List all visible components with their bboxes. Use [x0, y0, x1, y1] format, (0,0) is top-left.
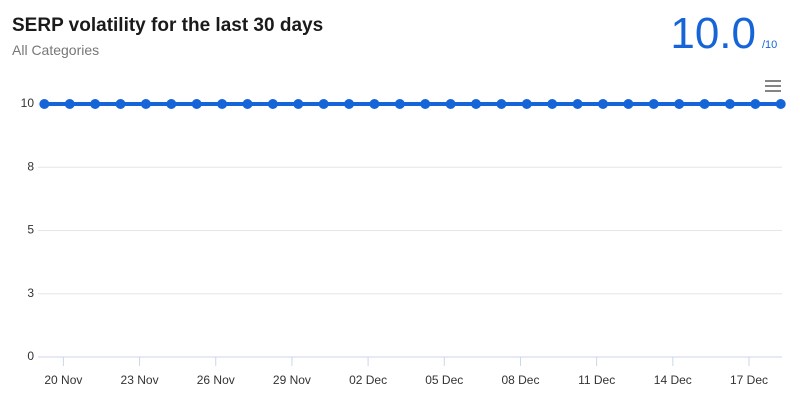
point	[140, 99, 151, 109]
y-tick-label: 3	[27, 286, 34, 300]
point	[115, 99, 126, 109]
point	[344, 99, 355, 109]
point	[420, 99, 431, 109]
point	[547, 99, 558, 109]
point	[699, 99, 710, 109]
point	[674, 99, 685, 109]
menu-icon[interactable]	[765, 80, 781, 92]
point	[775, 99, 786, 109]
point	[724, 99, 735, 109]
x-tick-label: 29 Nov	[273, 373, 311, 387]
y-tick-label: 0	[27, 349, 34, 363]
x-tick-label: 26 Nov	[197, 373, 235, 387]
x-tick-label: 17 Dec	[730, 373, 768, 387]
x-tick-label: 05 Dec	[425, 373, 463, 387]
point	[242, 99, 253, 109]
chart-title: SERP volatility for the last 30 days	[12, 15, 323, 36]
point	[648, 99, 659, 109]
point	[471, 99, 482, 109]
point	[39, 99, 50, 109]
point	[267, 99, 278, 109]
point	[394, 99, 405, 109]
point	[496, 99, 507, 109]
point	[318, 99, 329, 109]
point	[369, 99, 380, 109]
x-tick-label: 11 Dec	[578, 373, 615, 387]
x-tick-label: 14 Dec	[654, 373, 692, 387]
score-max: /10	[762, 39, 777, 51]
y-tick-label: 5	[27, 223, 34, 237]
point	[623, 99, 634, 109]
y-tick-label: 10	[21, 96, 35, 110]
point	[166, 99, 177, 109]
x-tick-label: 20 Nov	[44, 373, 82, 387]
chart-subtitle: All Categories	[12, 42, 99, 58]
x-tick-label: 08 Dec	[501, 373, 539, 387]
point	[90, 99, 101, 109]
point	[64, 99, 75, 109]
x-tick-label: 23 Nov	[121, 373, 159, 387]
point	[217, 99, 228, 109]
point	[445, 99, 456, 109]
point	[750, 99, 761, 109]
point	[293, 99, 304, 109]
point	[572, 99, 583, 109]
point	[521, 99, 532, 109]
x-tick-label: 02 Dec	[349, 373, 387, 387]
point	[597, 99, 608, 109]
score: 10.0	[670, 9, 756, 58]
y-tick-label: 8	[27, 159, 34, 173]
point	[191, 99, 202, 109]
